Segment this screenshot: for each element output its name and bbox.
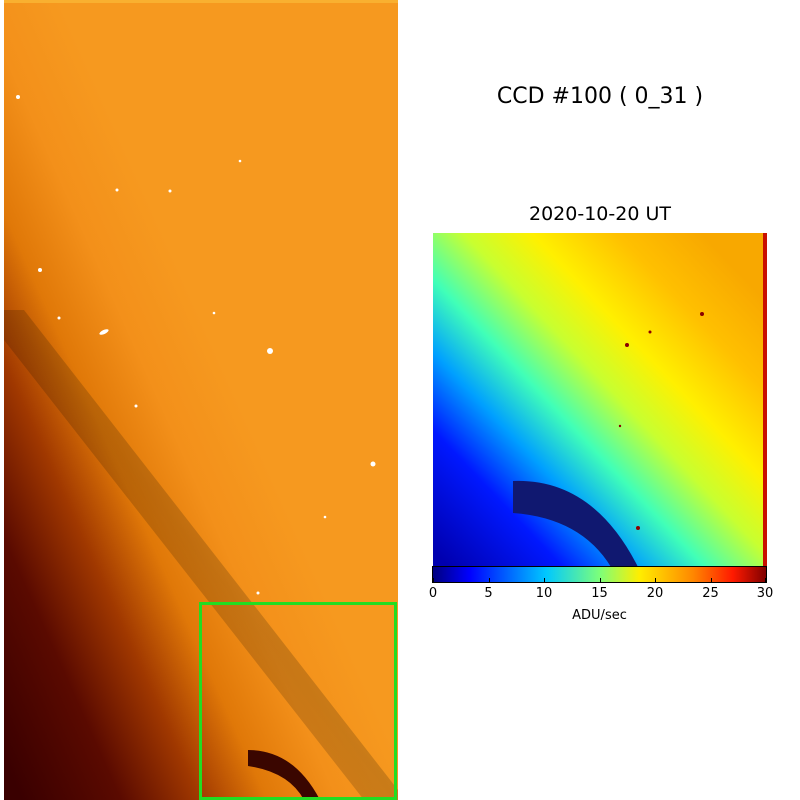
colorbar-tick [544,578,545,582]
colorbar-tick-label: 30 [756,586,774,601]
colorbar-tick [599,578,601,582]
colorbar-tick-label: 20 [646,586,664,601]
shadow-arc [248,750,320,800]
star-points [16,95,376,595]
colorbar-label: ADU/sec [572,608,627,623]
ccd-full-image [4,0,398,800]
colorbar-tick [655,578,656,582]
colorbar-tick [433,578,434,582]
colorbar-tick-label: 10 [535,586,553,601]
page-title: CCD #100 ( 0_31 ) [496,84,704,109]
colorbar-tick [765,578,766,582]
colorbar-tick-label: 25 [702,586,719,601]
ccd-zoom-image [433,233,767,567]
colorbar-tick-label: 0 [428,586,438,601]
shadow-arc [513,480,638,567]
colorbar-tick [488,578,490,582]
colorbar-tick [710,578,712,582]
zoom-region-box [199,602,397,800]
colorbar [432,566,767,583]
colorbar-tick-label: 5 [484,586,493,601]
colorbar-tick-label: 15 [591,586,608,601]
observation-date: 2020-10-20 UT [529,203,671,225]
